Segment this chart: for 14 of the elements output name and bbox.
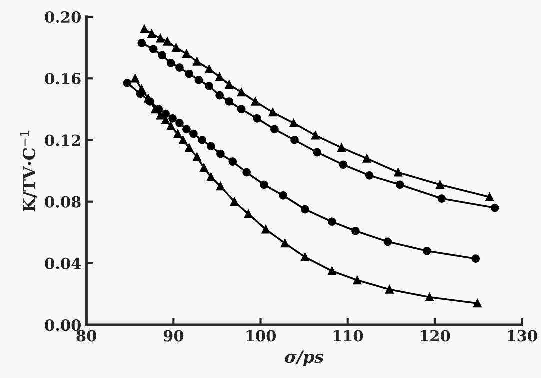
y-tick-label: 0.08 [45, 196, 81, 208]
x-tick-label: 110 [334, 330, 364, 342]
x-tick-label: 80 [76, 330, 96, 342]
y-tick-label: 0.20 [45, 11, 81, 24]
x-axis-title: σ/ps [285, 350, 324, 366]
x-tick-label: 120 [420, 330, 450, 342]
y-tick-label: 0.04 [45, 258, 82, 270]
y-axis-title: K/TV·C$^{−1}$ [20, 131, 37, 212]
x-tick-label: 90 [164, 330, 184, 342]
y-tick-label: 0.16 [45, 73, 81, 85]
x-tick-label: 100 [246, 330, 276, 342]
y-tick-label: 0.12 [45, 134, 80, 146]
x-tick-label: 130 [508, 330, 538, 342]
y-tick-label: 0.00 [45, 320, 81, 332]
